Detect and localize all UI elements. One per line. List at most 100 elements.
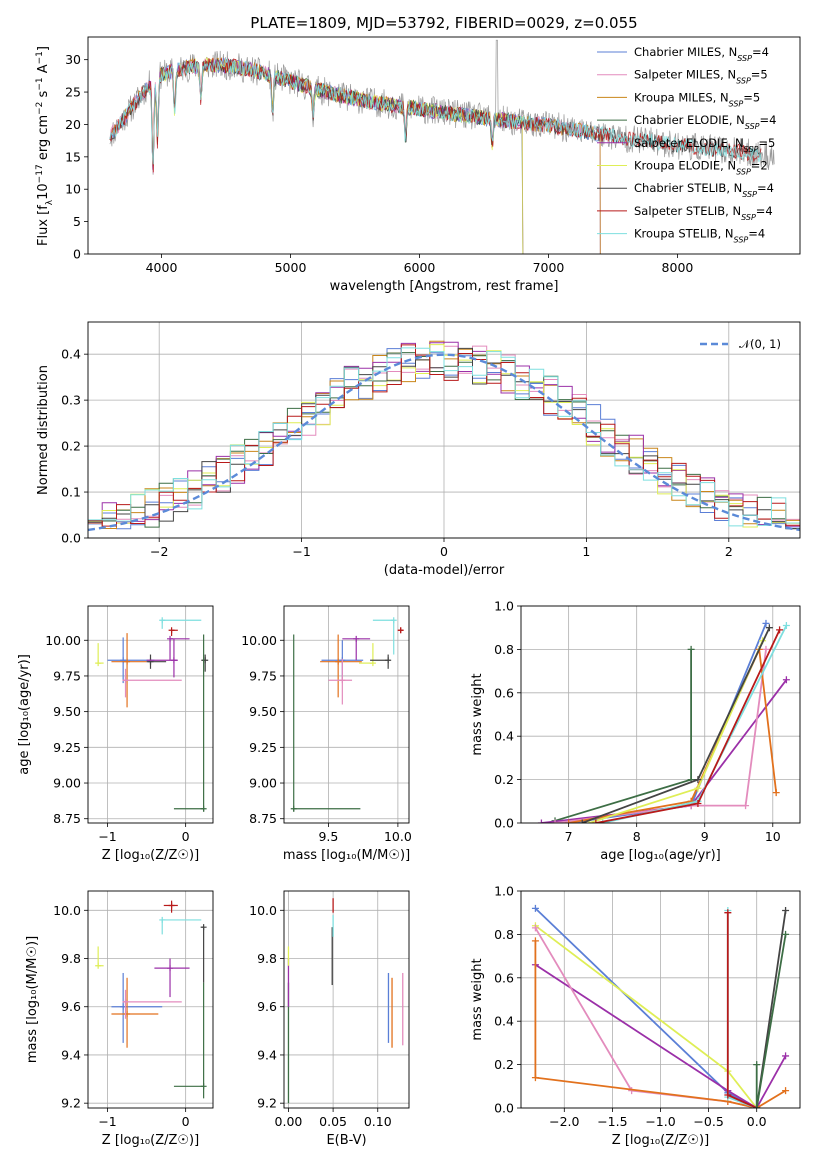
legend-label: Salpeter MILES, NSSP=5 (634, 68, 768, 86)
data-point (200, 924, 207, 931)
series-line (541, 679, 788, 823)
series-marker (742, 802, 750, 810)
axes-frame (283, 605, 410, 824)
plot-area (109, 39, 775, 254)
series-marker (599, 819, 607, 823)
x-tick-label: 9.5 (318, 829, 338, 844)
y-axis-label: age [log₁₀(age/yr)] (17, 654, 32, 775)
x-tick-label: 7 (565, 829, 573, 844)
y-tick-label: 0.6 (494, 970, 514, 985)
x-tick-label: 6000 (404, 260, 436, 275)
x-tick-label: 0 (182, 829, 190, 844)
series-marker (724, 909, 732, 917)
data-point (167, 965, 174, 972)
y-tick-label: 9.6 (257, 999, 277, 1014)
series-marker (762, 619, 770, 627)
series-marker (765, 624, 773, 632)
data-point (339, 677, 346, 684)
series-marker (578, 819, 586, 823)
x-tick-label: −0.5 (693, 1114, 723, 1129)
data-point (95, 660, 102, 667)
series-marker (782, 676, 790, 684)
series-marker (531, 924, 539, 932)
plot-area (537, 619, 790, 823)
chart-layer: 4000 5000 6000 7000 8000051015202530waveleng… (17, 36, 801, 1148)
y-tick-label: 9.8 (61, 951, 81, 966)
series-line (726, 910, 758, 1108)
data-point (369, 660, 376, 667)
series-marker (694, 784, 702, 792)
data-point (168, 627, 175, 634)
series-marker (724, 1091, 732, 1099)
y-tick-label: 10.00 (45, 633, 81, 648)
spectrum-model-salpeter-miles (109, 58, 601, 254)
y-tick-label: 9.4 (257, 1047, 277, 1062)
data-point (124, 658, 131, 665)
y-tick-label: 0.2 (61, 439, 81, 454)
x-tick-label: 0 (440, 544, 448, 559)
series-marker (694, 776, 702, 784)
legend-label: Salpeter STELIB, NSSP=4 (634, 204, 773, 222)
data-point (397, 627, 404, 634)
legend-label: Kroupa ELODIE, NSSP=2 (634, 159, 768, 177)
series-marker (531, 904, 539, 912)
series-marker (687, 645, 695, 653)
y-tick-label: 1.0 (494, 599, 514, 614)
y-tick-label: 9.8 (257, 951, 277, 966)
y-tick-label: 0.1 (61, 485, 81, 500)
y-axis-label: mass [log₁₀(M/M☉)] (25, 936, 40, 1063)
plot-area (95, 617, 209, 812)
series-line (755, 934, 787, 1108)
y-tick-label: 0.4 (494, 729, 514, 744)
y-tick-label: 8.75 (249, 811, 277, 826)
series-marker (776, 626, 784, 634)
y-tick-label: 30 (65, 52, 81, 67)
legend-label: Kroupa STELIB, NSSP=4 (634, 227, 765, 245)
y-tick-label: 9.75 (53, 668, 81, 683)
x-tick-label: 0.05 (319, 1114, 347, 1129)
panel-massweight-vs-Z: −2.0 −1.5 −1.0 −0.5 0.0 0.0 0.2 0.4 0.6 0.8 1.0 Z [… (470, 884, 801, 1148)
series-marker (772, 789, 780, 797)
x-tick-label: 2 (725, 544, 733, 559)
data-point (353, 635, 360, 642)
series-marker (782, 1087, 790, 1095)
data-point (168, 902, 175, 909)
y-tick-label: 9.50 (53, 704, 81, 719)
series-marker (537, 819, 545, 823)
series-line (534, 924, 758, 1108)
y-tick-label: 9.25 (53, 740, 81, 755)
y-tick-label: 20 (65, 117, 81, 132)
y-tick-label: 10.0 (53, 903, 81, 918)
x-tick-label: 0.10 (364, 1114, 392, 1129)
y-axis-label: mass weight (470, 958, 485, 1040)
y-tick-label: 10 (65, 182, 81, 197)
series-line (588, 640, 764, 823)
data-point (170, 657, 177, 664)
y-tick-label: 5 (73, 214, 81, 229)
y-tick-label: 9.2 (61, 1096, 81, 1111)
histogram-kroupa-stelib (88, 347, 800, 527)
series-marker (782, 930, 790, 938)
x-axis-label: Z [log₁₀(Z/Z☉)] (102, 1133, 199, 1148)
y-tick-label: 0.8 (494, 927, 514, 942)
plot-area (290, 617, 404, 812)
legend-label: 𝒩(0, 1) (739, 337, 781, 351)
y-axis-label: Flux [fλ10−17 erg cm−2 s−1 A−1] (35, 46, 55, 246)
x-tick-label: 1 (582, 544, 590, 559)
spectrum-legend: Chabrier MILES, NSSP=4 Salpeter MILES, NS… (597, 45, 776, 244)
y-tick-label: 0.8 (494, 642, 514, 657)
figure-title: PLATE=1809, MJD=53792, FIBERID=0029, z=0… (250, 14, 637, 32)
legend-label: Chabrier ELODIE, NSSP=4 (634, 113, 776, 131)
series-line (726, 912, 758, 1108)
spectrum-model-salpeter-elodie (148, 58, 524, 254)
x-tick-label: 7000 (533, 260, 565, 275)
panel-age-vs-mass: 9.5 10.0 8.75 9.00 9.25 9.50 9.75 10.00 mass [lo… (241, 605, 412, 863)
normal-curve (88, 353, 800, 532)
x-tick-label: 4000 (146, 260, 178, 275)
x-axis-label: (data-model)/error (384, 563, 505, 578)
x-tick-label: −1.5 (597, 1114, 627, 1129)
series-line (534, 964, 787, 1108)
axes-frame (87, 605, 214, 824)
y-tick-label: 0.4 (494, 1014, 514, 1029)
y-tick-label: 9.50 (249, 704, 277, 719)
